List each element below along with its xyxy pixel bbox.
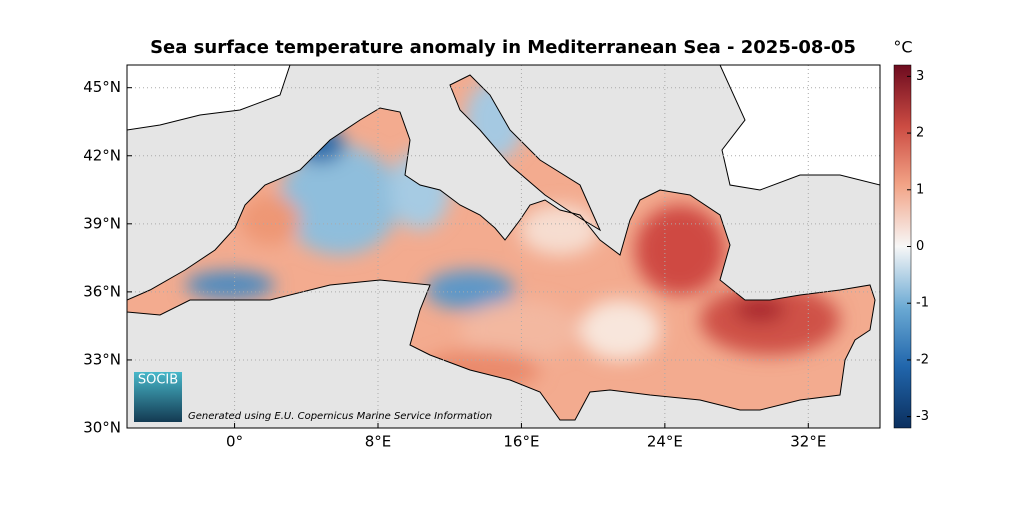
x-tick-label: 32°E <box>790 433 826 451</box>
colorbar-tick-label: 1 <box>916 182 924 197</box>
colorbar-tick-label: -1 <box>916 296 929 311</box>
x-tick-label: 24°E <box>647 433 683 451</box>
x-tick-label: 16°E <box>503 433 539 451</box>
map-frame <box>126 64 881 429</box>
colorbar-tick-label: 0 <box>916 239 924 254</box>
y-tick-label: 36°N <box>83 282 121 300</box>
colorbar-tick-label: -2 <box>916 352 929 367</box>
colorbar-tick-label: 3 <box>916 69 924 84</box>
y-tick-label: 42°N <box>83 146 121 164</box>
colorbar-label: °C <box>893 38 912 57</box>
land <box>719 65 880 191</box>
colorbar-tick-label: 2 <box>916 126 924 141</box>
y-tick-label: 30°N <box>83 419 121 437</box>
grid <box>127 65 880 428</box>
y-tick-label: 33°N <box>83 350 121 368</box>
y-tick-label: 45°N <box>83 78 121 96</box>
x-tick-label: 8°E <box>365 433 392 451</box>
credit: Generated using E.U. Copernicus Marine S… <box>188 411 492 422</box>
logo-box <box>134 372 182 422</box>
map-title: Sea surface temperature anomaly in Medit… <box>150 37 856 58</box>
coastline <box>127 74 876 421</box>
map-area <box>127 65 880 428</box>
colorbar-tick-label: -3 <box>916 409 929 424</box>
logo: SOCIB <box>138 373 178 388</box>
y-tick-label: 39°N <box>83 214 121 232</box>
x-tick-label: 0° <box>226 433 243 451</box>
land <box>127 65 291 131</box>
